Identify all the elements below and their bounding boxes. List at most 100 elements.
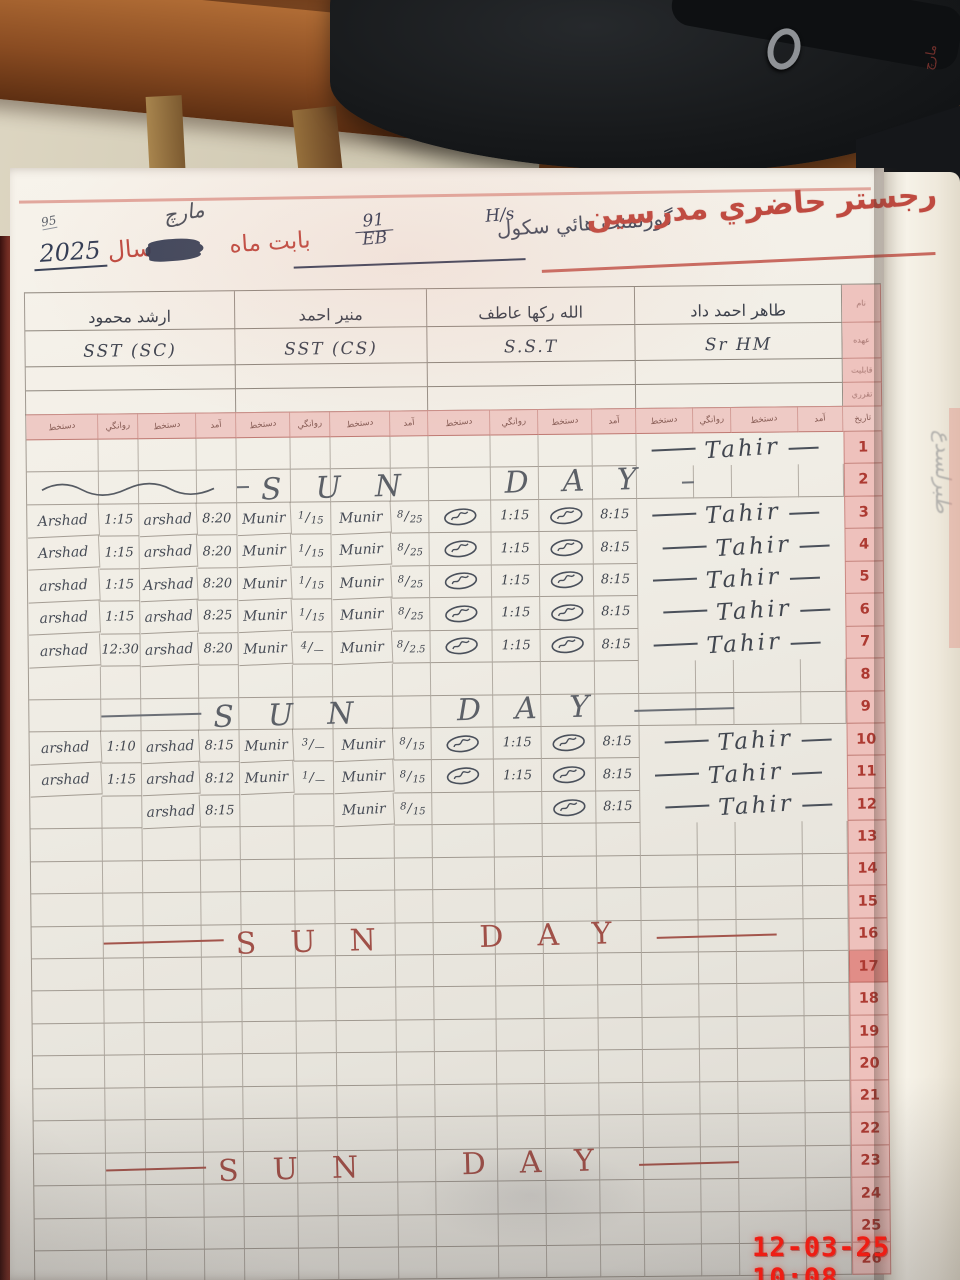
hm-signature: Tahir [632,497,839,532]
attendance-cell: 12:30 [100,633,141,667]
attendance-cell [739,1178,807,1212]
attendance-cell [429,500,492,534]
attendance-cell [34,1185,107,1219]
register-page: 95 2025 سال مارچ بابت ماه 91 EB H/s گورنم… [10,168,938,1280]
attendance-cell [733,659,802,693]
attendance-cell [641,887,699,921]
attendance-cell [699,1016,738,1050]
attendance-cell [800,658,847,692]
attendance-cell [146,1184,205,1218]
sunday-note: SUN DAY [236,461,694,508]
attendance-cell: 1:15 [99,568,141,602]
attendance-cell [392,663,432,697]
attendance-cell: 1:15 [493,726,542,760]
empty-header-cell [635,358,843,386]
empty-header-cell [25,365,236,392]
column-header-روانگي: روانگي [490,409,539,436]
attendance-cell [541,726,596,760]
attendance-cell [644,1179,702,1213]
attendance-cell: Arshad [26,535,101,572]
attendance-cell [30,828,103,863]
attendance-cell [738,1081,806,1115]
attendance-cell [104,1055,146,1089]
attendance-cell [335,955,397,989]
attendance-cell [396,1020,435,1053]
attendance-cell [701,1179,740,1212]
attendance-cell: arshad [138,534,199,570]
attendance-cell: Munir [237,631,294,667]
designation-cell: SST (CS) [235,327,428,366]
empty-header-cell [427,385,637,412]
attendance-cell [803,885,849,919]
attendance-cell [241,891,296,925]
attendance-cell: 1/15 [291,566,333,600]
attendance-cell: arshad [27,568,101,604]
attendance-cell [103,893,144,927]
attendance-cell [640,822,698,856]
attendance-cell [296,988,337,1022]
attendance-cell [642,984,700,1018]
attendance-cell [731,464,800,498]
attendance-cell [497,1083,546,1117]
attendance-cell [496,1051,546,1085]
attendance-cell: 1:15 [99,504,140,537]
school-code-fraction: 91 EB [353,209,394,250]
camera-timestamp: 12-03-25 10:08 [752,1232,891,1280]
attendance-cell [544,1018,599,1052]
attendance-cell [699,984,738,1018]
attendance-cell [143,892,202,926]
attendance-cell [804,1048,851,1082]
attendance-cell: 8:20 [198,632,239,666]
hm-signature: Tahir [635,756,842,791]
attendance-cell: 1:10 [101,731,142,764]
attendance-cell [203,1086,244,1120]
attendance-cell [336,1020,397,1054]
attendance-cell [490,435,539,468]
attendance-cell [138,438,197,472]
attendance-cell [100,666,142,700]
attendance-cell: 8/25 [391,501,430,534]
attendance-cell [436,1213,499,1248]
attendance-cell [600,1244,646,1278]
attendance-cell [295,891,336,925]
attendance-cell [236,437,291,471]
attendance-cell [546,1180,601,1214]
attendance-cell [735,853,804,888]
attendance-cell [196,438,237,472]
attendance-cell [736,886,804,920]
attendance-cell [106,1250,148,1280]
attendance-cell [596,855,642,889]
teacher-name: طاهر احمد داد [690,300,787,321]
attendance-cell: 8:15 [593,498,638,532]
attendance-cell [805,1145,852,1179]
designation: S.S.T [503,336,559,358]
attendance-cell: 8:15 [594,596,639,630]
attendance-cell [540,596,595,630]
attendance-cell: 8:15 [595,758,641,792]
attendance-cell: arshad [139,632,200,668]
attendance-cell [146,1217,205,1251]
column-header-دستخط: دستخط [636,407,694,435]
attendance-cell [803,950,850,984]
attendance-cell [433,954,497,988]
attendance-cell [144,1054,204,1088]
column-header-آمد: آمد [798,405,844,433]
attendance-cell [146,1249,206,1280]
attendance-cell: Munir [330,532,393,568]
attendance-cell: 1/15 [292,599,333,633]
empty-header-cell [235,363,428,390]
empty-header-cell [427,361,636,388]
column-header-دستخط: دستخط [138,412,197,440]
attendance-cell: 8:12 [199,762,241,796]
attendance-cell [736,951,805,985]
attendance-cell [204,1216,245,1250]
attendance-cell: 8:15 [596,790,641,824]
attendance-cell [395,955,435,988]
attendance-cell [105,1087,146,1121]
attendance-cell [338,1182,399,1216]
attendance-cell: Munir [237,598,294,634]
teacher-name: ارشد محمود [88,306,172,327]
teacher-name-cell: منير احمد [234,289,428,330]
attendance-cell [498,1181,547,1214]
